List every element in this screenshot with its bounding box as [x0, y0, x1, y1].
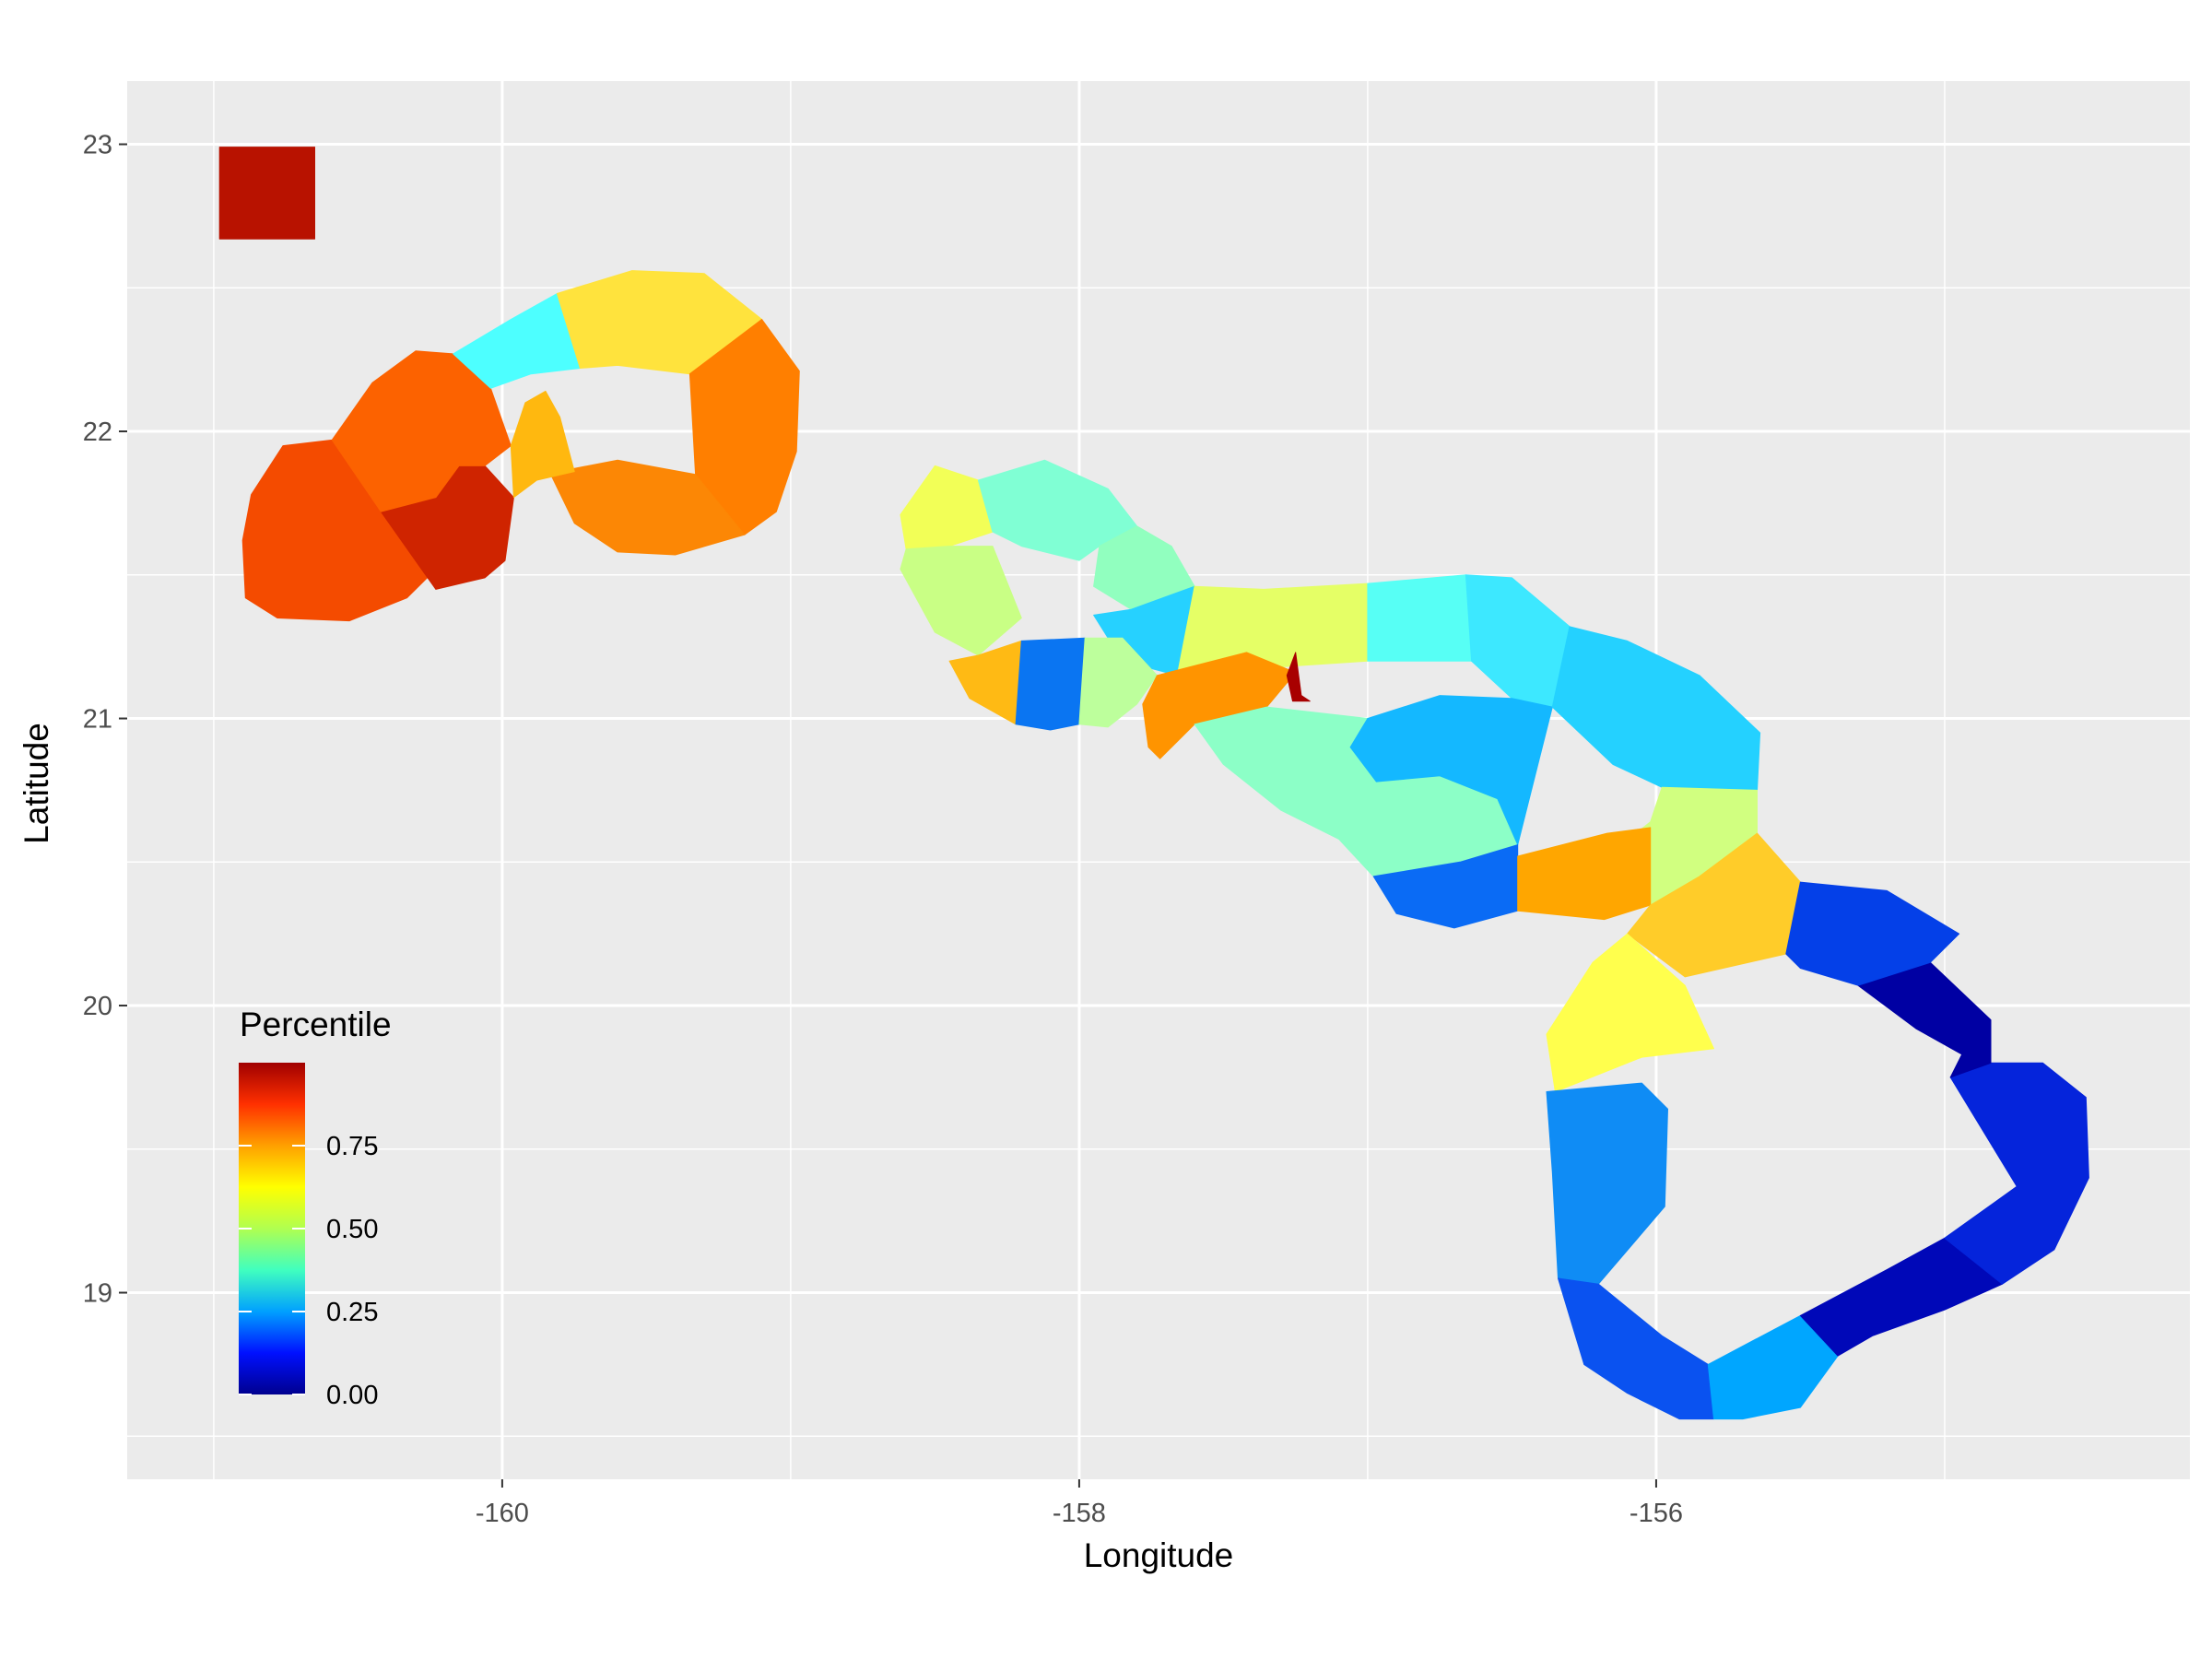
plot-panel — [127, 81, 2190, 1479]
legend: Percentile 0.00 0.25 0.50 0.75 — [239, 1006, 392, 1410]
x-tick-label: -156 — [1630, 1499, 1683, 1528]
legend-ticks: 0.00 0.25 0.50 0.75 — [239, 1132, 378, 1410]
map-region — [1546, 933, 1714, 1092]
legend-label: 0.00 — [326, 1381, 378, 1410]
map-region — [1078, 637, 1158, 728]
legend-title: Percentile — [240, 1006, 392, 1043]
x-axis-title: Longitude — [1084, 1536, 1234, 1574]
legend-label: 0.50 — [326, 1215, 378, 1244]
map-regions — [218, 147, 2089, 1420]
y-tick-label: 21 — [83, 705, 112, 735]
map-region — [688, 319, 800, 535]
y-tick-label: 23 — [83, 131, 112, 160]
map-region — [1176, 582, 1369, 677]
map-region — [1349, 695, 1553, 846]
map-region — [1015, 637, 1086, 731]
legend-label: 0.25 — [326, 1298, 378, 1327]
map-region — [1367, 574, 1473, 662]
x-axis: -160 -158 -156 — [476, 1479, 1683, 1528]
map-region — [1517, 827, 1652, 921]
y-tick-label: 19 — [83, 1279, 112, 1309]
y-tick-label: 20 — [83, 992, 112, 1021]
map-region — [1944, 1062, 2089, 1285]
map-region — [1546, 1082, 1668, 1285]
y-axis: 19 20 21 22 23 — [83, 131, 127, 1309]
x-tick-label: -160 — [476, 1499, 529, 1528]
x-tick-label: -158 — [1053, 1499, 1106, 1528]
map-region — [1286, 652, 1311, 702]
map-region — [900, 546, 1022, 656]
map-region — [1799, 1237, 2003, 1357]
map-region — [510, 390, 575, 499]
legend-label: 0.75 — [326, 1132, 378, 1161]
map-region — [218, 147, 315, 240]
map-region — [1785, 881, 1960, 986]
y-tick-label: 22 — [83, 418, 112, 447]
y-axis-title: Latitude — [18, 723, 55, 844]
